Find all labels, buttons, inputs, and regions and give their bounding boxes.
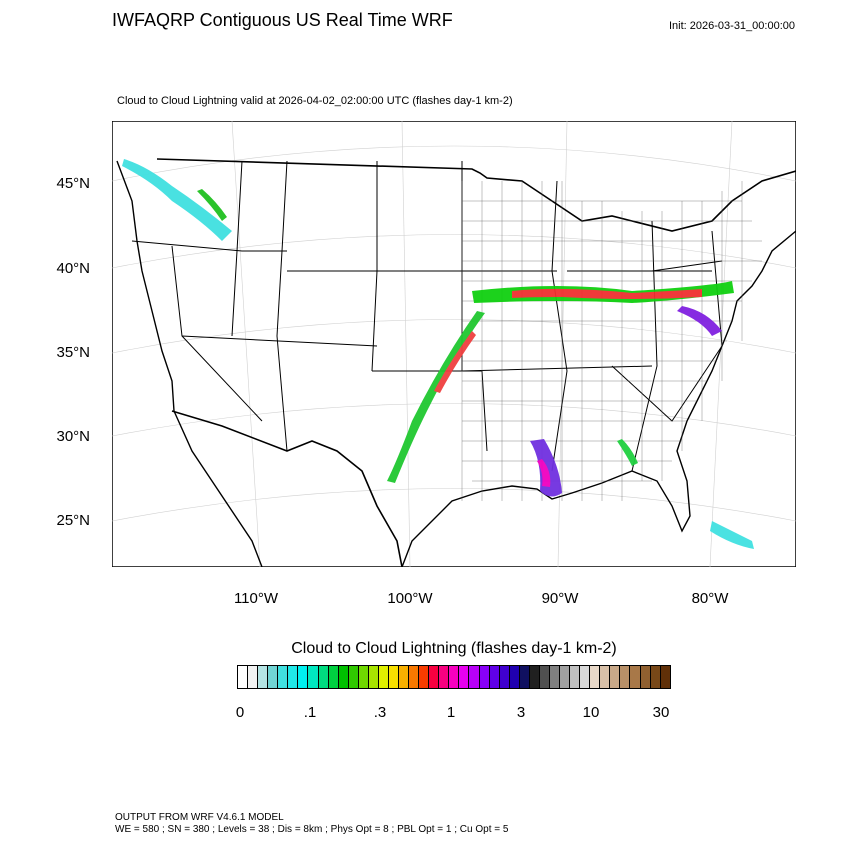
lon-label-110: 110°W <box>233 590 279 607</box>
colorbar-swatch-6 <box>298 666 309 688</box>
colorbar-swatch-35 <box>590 666 601 688</box>
colorbar-swatch-42 <box>660 666 670 688</box>
lon-label-90: 90°W <box>541 590 579 607</box>
colorbar-swatch-23 <box>469 666 480 688</box>
lightning-field <box>122 159 754 549</box>
colorbar-swatch-7 <box>308 666 319 688</box>
chart-title: IWFAQRP Contiguous US Real Time WRF <box>112 10 453 30</box>
colorbar-swatch-3 <box>268 666 279 688</box>
country-borders <box>156 158 796 567</box>
colorbar-swatch-31 <box>549 666 560 688</box>
init-time: Init: 2026-03-31_00:00:00 <box>669 20 795 32</box>
colorbar-swatch-38 <box>620 666 631 688</box>
colorbar-label-1: 1 <box>446 704 456 721</box>
colorbar-swatch-32 <box>560 666 571 688</box>
colorbar-swatch-14 <box>378 666 389 688</box>
colorbar <box>237 665 671 689</box>
map-subtitle: Cloud to Cloud Lightning valid at 2026-0… <box>117 95 513 107</box>
nw-area <box>122 159 232 241</box>
colorbar-swatch-39 <box>630 666 641 688</box>
ne-band-core <box>512 288 702 299</box>
model-info-line1: OUTPUT FROM WRF V4.6.1 MODEL <box>115 812 284 823</box>
lon-label-100: 100°W <box>387 590 433 607</box>
ga-cell <box>617 439 638 466</box>
lon-label-80: 80°W <box>691 590 729 607</box>
colorbar-swatch-30 <box>539 666 550 688</box>
colorbar-swatch-29 <box>529 666 540 688</box>
colorbar-swatch-11 <box>348 666 359 688</box>
colorbar-swatch-40 <box>640 666 651 688</box>
colorbar-label-30: 30 <box>652 704 670 721</box>
colorbar-swatch-10 <box>338 666 349 688</box>
lat-label-35: 35°N <box>56 344 90 361</box>
colorbar-label-3: 3 <box>516 704 526 721</box>
colorbar-swatch-41 <box>650 666 661 688</box>
colorbar-swatch-34 <box>580 666 591 688</box>
graticule <box>112 121 796 567</box>
colorbar-swatch-21 <box>449 666 460 688</box>
colorbar-swatch-15 <box>388 666 399 688</box>
colorbar-swatch-2 <box>258 666 269 688</box>
coastlines <box>116 160 796 567</box>
nw-core <box>197 189 227 221</box>
map-panel <box>112 121 796 567</box>
colorbar-swatch-9 <box>328 666 339 688</box>
colorbar-swatch-33 <box>570 666 581 688</box>
lat-label-25: 25°N <box>56 512 90 529</box>
colorbar-swatch-1 <box>248 666 259 688</box>
lat-label-45: 45°N <box>56 175 90 192</box>
colorbar-swatch-27 <box>509 666 520 688</box>
colorbar-swatch-8 <box>318 666 329 688</box>
dryline-core <box>434 331 476 393</box>
colorbar-swatch-24 <box>479 666 490 688</box>
colorbar-swatch-19 <box>429 666 440 688</box>
colorbar-swatch-5 <box>288 666 299 688</box>
colorbar-label-0.1: .1 <box>303 704 317 721</box>
colorbar-swatch-17 <box>409 666 420 688</box>
gulf-core <box>537 459 551 487</box>
colorbar-swatch-36 <box>600 666 611 688</box>
colorbar-swatch-13 <box>368 666 379 688</box>
lat-label-40: 40°N <box>56 260 90 277</box>
colorbar-swatch-0 <box>238 666 249 688</box>
model-info: OUTPUT FROM WRF V4.6.1 MODEL WE = 580 ; … <box>115 812 508 836</box>
colorbar-swatch-16 <box>399 666 410 688</box>
colorbar-swatch-18 <box>419 666 430 688</box>
colorbar-swatch-22 <box>459 666 470 688</box>
colorbar-swatch-20 <box>439 666 450 688</box>
lat-label-30: 30°N <box>56 428 90 445</box>
colorbar-label-0: 0 <box>235 704 245 721</box>
colorbar-swatch-4 <box>278 666 289 688</box>
colorbar-title: Cloud to Cloud Lightning (flashes day-1 … <box>291 640 617 657</box>
colorbar-swatch-12 <box>358 666 369 688</box>
model-info-line2: WE = 580 ; SN = 380 ; Levels = 38 ; Dis … <box>115 824 509 835</box>
colorbar-swatch-26 <box>499 666 510 688</box>
dryline-band <box>387 311 485 483</box>
map-canvas <box>112 121 796 567</box>
colorbar-swatch-28 <box>519 666 530 688</box>
colorbar-swatch-37 <box>610 666 621 688</box>
colorbar-label-10: 10 <box>582 704 600 721</box>
fl-cell <box>710 521 754 549</box>
colorbar-label-0.3: .3 <box>373 704 387 721</box>
colorbar-swatch-25 <box>489 666 500 688</box>
va-cell <box>677 306 722 336</box>
